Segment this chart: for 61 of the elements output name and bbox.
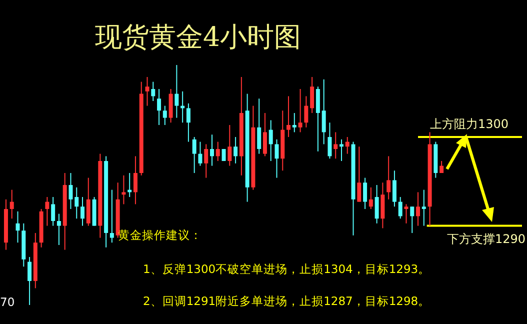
candlestick bbox=[86, 177, 90, 226]
candlestick bbox=[10, 189, 14, 220]
candlestick bbox=[416, 192, 420, 226]
candlestick bbox=[216, 141, 220, 162]
candlestick bbox=[368, 186, 373, 210]
candlestick bbox=[68, 172, 73, 210]
candlestick bbox=[257, 98, 262, 154]
candlestick bbox=[80, 196, 84, 226]
candlestick bbox=[74, 186, 79, 220]
candlestick bbox=[234, 136, 238, 164]
candlestick bbox=[151, 81, 156, 102]
candlestick bbox=[322, 78, 326, 145]
candlestick bbox=[398, 196, 402, 220]
candlestick bbox=[422, 189, 426, 226]
candlestick bbox=[51, 196, 56, 226]
candlestick bbox=[145, 76, 150, 106]
candlestick bbox=[56, 213, 61, 246]
candlestick bbox=[198, 141, 202, 166]
chart-title: 现货黄金4小时图 bbox=[95, 22, 302, 53]
candlestick bbox=[28, 256, 32, 306]
legend-label: 下方支撑1290 bbox=[447, 232, 526, 246]
candlestick bbox=[157, 88, 162, 126]
candlestick bbox=[380, 182, 385, 229]
annotation: 1、反弹1300不破空单进场，止损1304，目标1293。 bbox=[143, 262, 430, 276]
candlestick bbox=[133, 156, 138, 205]
annotation: 70 bbox=[0, 295, 15, 309]
candlestick bbox=[410, 206, 414, 234]
candlestick bbox=[286, 96, 291, 138]
candlestick bbox=[334, 132, 338, 160]
candlestick bbox=[357, 146, 362, 202]
candlestick bbox=[204, 144, 208, 178]
candlestick bbox=[386, 156, 391, 200]
candlestick bbox=[228, 124, 232, 166]
annotation: 2、回调1291附近多单进场，止损1287，目标1298。 bbox=[143, 294, 430, 308]
candlestick bbox=[268, 120, 273, 162]
candlestick bbox=[363, 177, 368, 210]
annotation: 黄金操作建议： bbox=[118, 228, 202, 242]
candlestick bbox=[110, 189, 114, 244]
candlestick bbox=[274, 138, 279, 178]
candlestick bbox=[122, 174, 126, 205]
ref-line-label: 上方阻力1300 bbox=[430, 117, 509, 131]
candlestick bbox=[345, 136, 350, 154]
candlestick bbox=[392, 170, 396, 208]
candlestick bbox=[262, 112, 267, 157]
candlestick bbox=[310, 76, 314, 114]
candlestick bbox=[374, 184, 379, 224]
candlestick bbox=[162, 105, 167, 126]
candlestick bbox=[316, 86, 320, 152]
candlestick bbox=[186, 102, 190, 142]
candlestick bbox=[210, 134, 214, 166]
candlestick bbox=[304, 96, 308, 128]
candlestick bbox=[328, 122, 332, 160]
candlestick bbox=[45, 196, 50, 226]
candlestick bbox=[292, 112, 296, 133]
candlestick bbox=[168, 88, 173, 124]
candlestick bbox=[339, 138, 344, 162]
candlestick bbox=[192, 136, 196, 174]
candlestick bbox=[16, 210, 20, 244]
candlestick bbox=[174, 64, 179, 118]
candlestick bbox=[404, 204, 408, 224]
candlestick bbox=[298, 88, 302, 133]
